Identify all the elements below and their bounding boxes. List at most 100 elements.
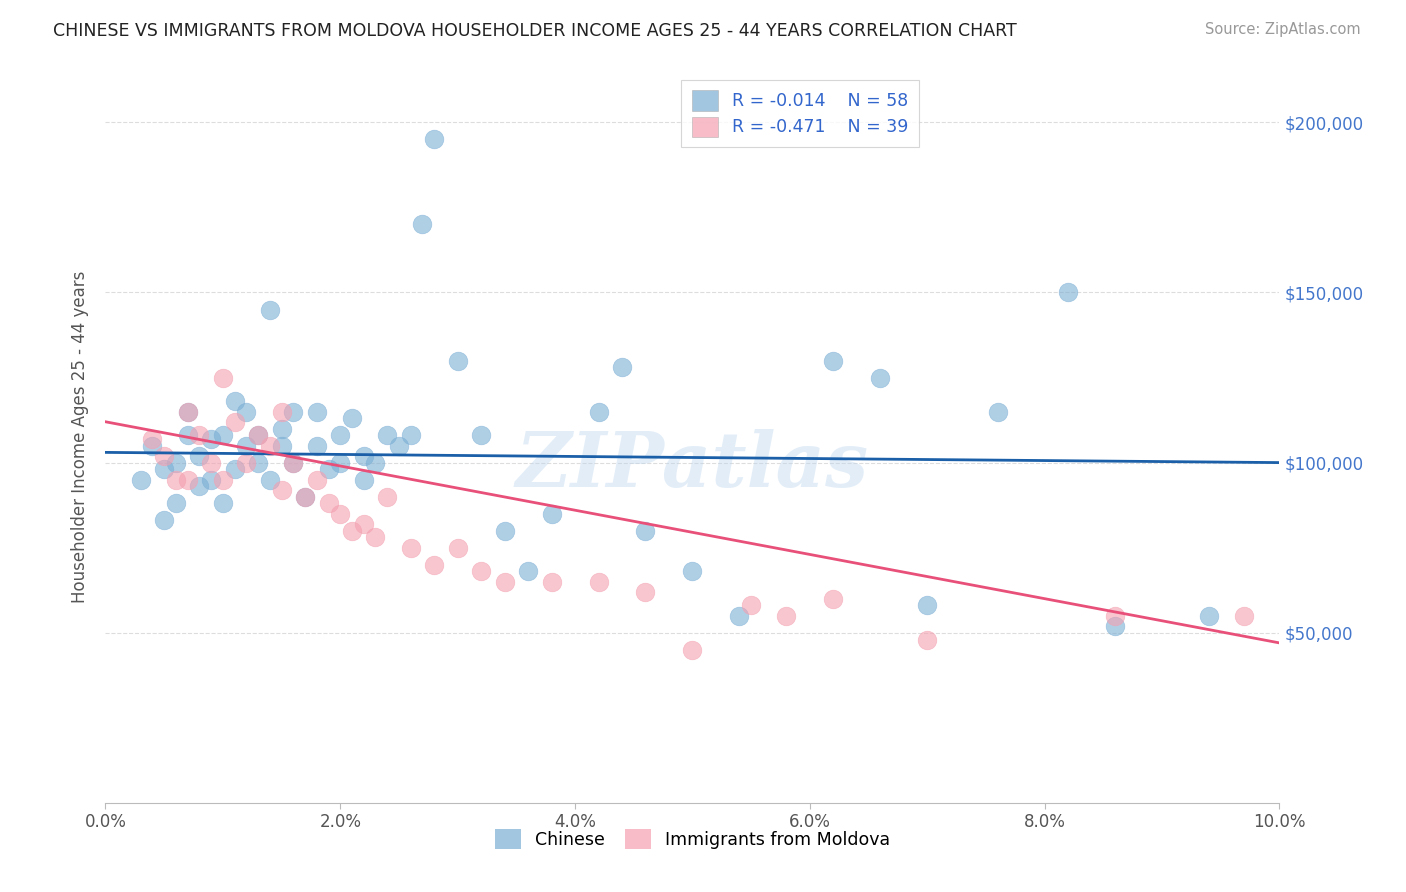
Point bbox=[423, 132, 446, 146]
Point bbox=[283, 456, 305, 470]
Point bbox=[270, 404, 292, 418]
Point bbox=[305, 439, 328, 453]
Point bbox=[494, 524, 516, 538]
Point bbox=[235, 456, 257, 470]
Point bbox=[129, 473, 152, 487]
Point bbox=[399, 541, 422, 555]
Point bbox=[987, 404, 1010, 418]
Point bbox=[165, 456, 187, 470]
Point bbox=[399, 428, 422, 442]
Point bbox=[329, 507, 352, 521]
Point bbox=[176, 473, 198, 487]
Point bbox=[682, 565, 704, 579]
Point bbox=[1104, 608, 1126, 623]
Point bbox=[411, 218, 433, 232]
Point bbox=[294, 490, 316, 504]
Point bbox=[329, 456, 352, 470]
Point bbox=[305, 404, 328, 418]
Text: Source: ZipAtlas.com: Source: ZipAtlas.com bbox=[1205, 22, 1361, 37]
Point bbox=[682, 642, 704, 657]
Point bbox=[270, 483, 292, 497]
Point bbox=[141, 432, 163, 446]
Point bbox=[270, 421, 292, 435]
Point bbox=[176, 404, 198, 418]
Point bbox=[247, 428, 270, 442]
Point bbox=[247, 456, 270, 470]
Point bbox=[447, 541, 470, 555]
Point bbox=[917, 599, 939, 613]
Point bbox=[165, 496, 187, 510]
Point bbox=[188, 479, 211, 493]
Point bbox=[610, 360, 633, 375]
Point bbox=[470, 428, 492, 442]
Point bbox=[375, 490, 398, 504]
Point bbox=[588, 574, 610, 589]
Point bbox=[176, 428, 198, 442]
Point bbox=[259, 439, 281, 453]
Point bbox=[188, 428, 211, 442]
Point bbox=[153, 513, 176, 527]
Point bbox=[869, 370, 891, 384]
Point bbox=[294, 490, 316, 504]
Point bbox=[353, 516, 375, 531]
Point bbox=[1198, 608, 1220, 623]
Point bbox=[224, 462, 246, 476]
Point bbox=[470, 565, 492, 579]
Point bbox=[823, 353, 845, 368]
Point bbox=[200, 473, 222, 487]
Point bbox=[388, 439, 411, 453]
Point bbox=[305, 473, 328, 487]
Point bbox=[340, 411, 363, 425]
Point bbox=[540, 574, 562, 589]
Point bbox=[728, 608, 751, 623]
Text: ZIPatlas: ZIPatlas bbox=[516, 429, 869, 503]
Point bbox=[188, 449, 211, 463]
Point bbox=[211, 428, 233, 442]
Point bbox=[200, 456, 222, 470]
Point bbox=[423, 558, 446, 572]
Point bbox=[211, 370, 233, 384]
Point bbox=[259, 302, 281, 317]
Point bbox=[1233, 608, 1256, 623]
Point bbox=[775, 608, 797, 623]
Legend: Chinese, Immigrants from Moldova: Chinese, Immigrants from Moldova bbox=[488, 822, 897, 856]
Point bbox=[740, 599, 762, 613]
Point bbox=[634, 524, 657, 538]
Point bbox=[235, 404, 257, 418]
Point bbox=[447, 353, 470, 368]
Point bbox=[153, 449, 176, 463]
Point bbox=[1104, 619, 1126, 633]
Point bbox=[353, 473, 375, 487]
Point bbox=[1057, 285, 1080, 300]
Point bbox=[153, 462, 176, 476]
Point bbox=[823, 591, 845, 606]
Text: CHINESE VS IMMIGRANTS FROM MOLDOVA HOUSEHOLDER INCOME AGES 25 - 44 YEARS CORRELA: CHINESE VS IMMIGRANTS FROM MOLDOVA HOUSE… bbox=[53, 22, 1017, 40]
Point bbox=[247, 428, 270, 442]
Y-axis label: Householder Income Ages 25 - 44 years: Householder Income Ages 25 - 44 years bbox=[72, 271, 90, 603]
Point bbox=[517, 565, 540, 579]
Point bbox=[259, 473, 281, 487]
Point bbox=[917, 632, 939, 647]
Point bbox=[270, 439, 292, 453]
Point bbox=[364, 456, 387, 470]
Point bbox=[329, 428, 352, 442]
Point bbox=[318, 496, 340, 510]
Point bbox=[340, 524, 363, 538]
Point bbox=[588, 404, 610, 418]
Point bbox=[235, 439, 257, 453]
Point bbox=[318, 462, 340, 476]
Point bbox=[176, 404, 198, 418]
Point bbox=[224, 394, 246, 409]
Point bbox=[141, 439, 163, 453]
Point bbox=[165, 473, 187, 487]
Point bbox=[283, 404, 305, 418]
Point bbox=[224, 415, 246, 429]
Point bbox=[494, 574, 516, 589]
Point bbox=[375, 428, 398, 442]
Point bbox=[200, 432, 222, 446]
Point bbox=[211, 473, 233, 487]
Point bbox=[540, 507, 562, 521]
Point bbox=[211, 496, 233, 510]
Point bbox=[283, 456, 305, 470]
Point bbox=[634, 585, 657, 599]
